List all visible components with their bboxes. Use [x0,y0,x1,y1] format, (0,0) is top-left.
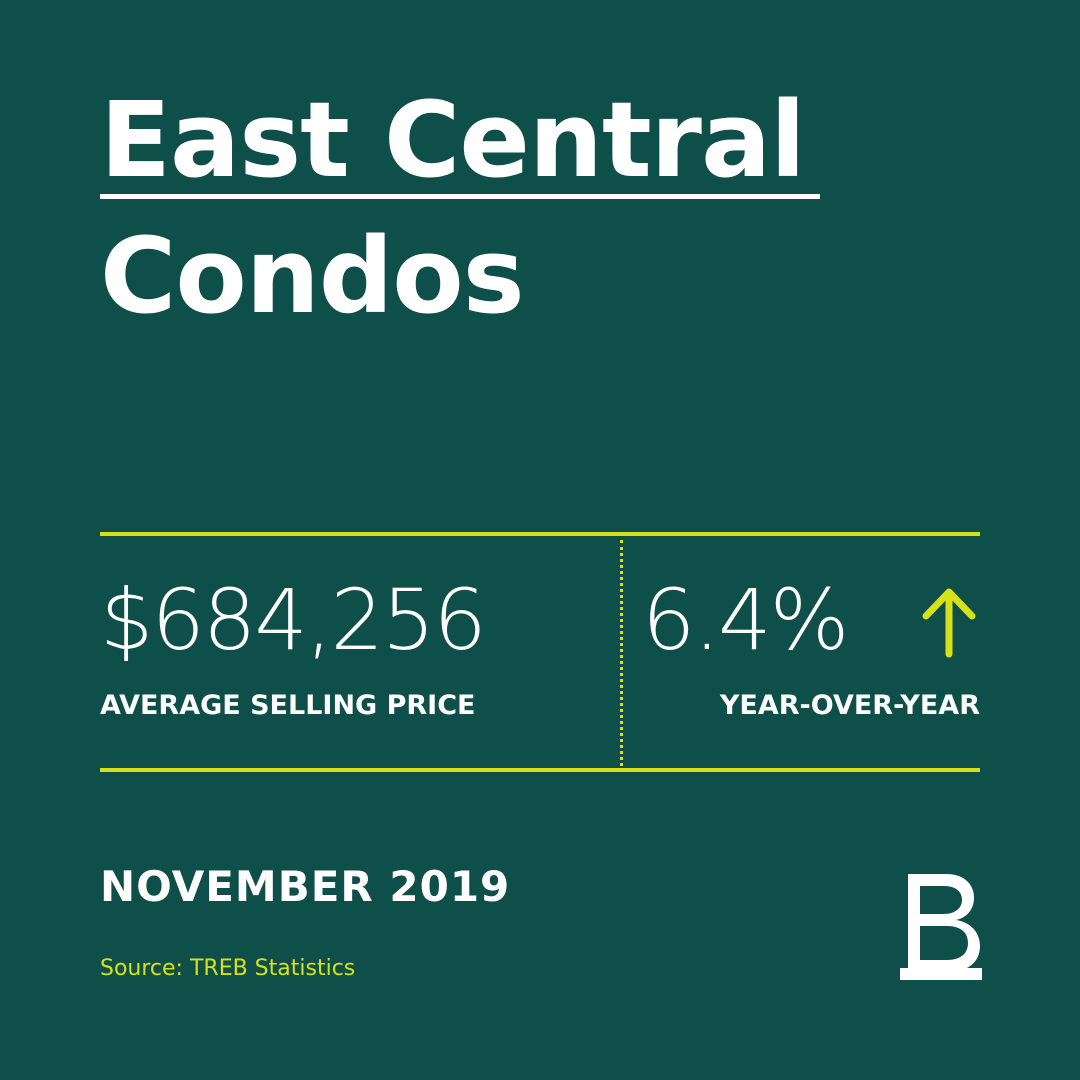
title-line-2: Condos [100,215,525,337]
yoy-change-label: YEAR-OVER-YEAR [719,690,980,721]
arrow-up-icon [922,588,976,658]
stats-top-rule [100,532,980,536]
stats-bottom-rule [100,768,980,772]
average-price-value: $684,256 [100,571,487,669]
stats-dotted-divider [620,540,623,766]
title-underline [100,194,820,199]
title-line-1: East Central [100,79,806,201]
report-date: NOVEMBER 2019 [100,862,511,911]
source-note: Source: TREB Statistics [100,956,356,981]
yoy-change-value: 6.4% [642,571,849,669]
average-price-label: AVERAGE SELLING PRICE [100,690,476,721]
brand-b-logo-icon [900,874,982,980]
